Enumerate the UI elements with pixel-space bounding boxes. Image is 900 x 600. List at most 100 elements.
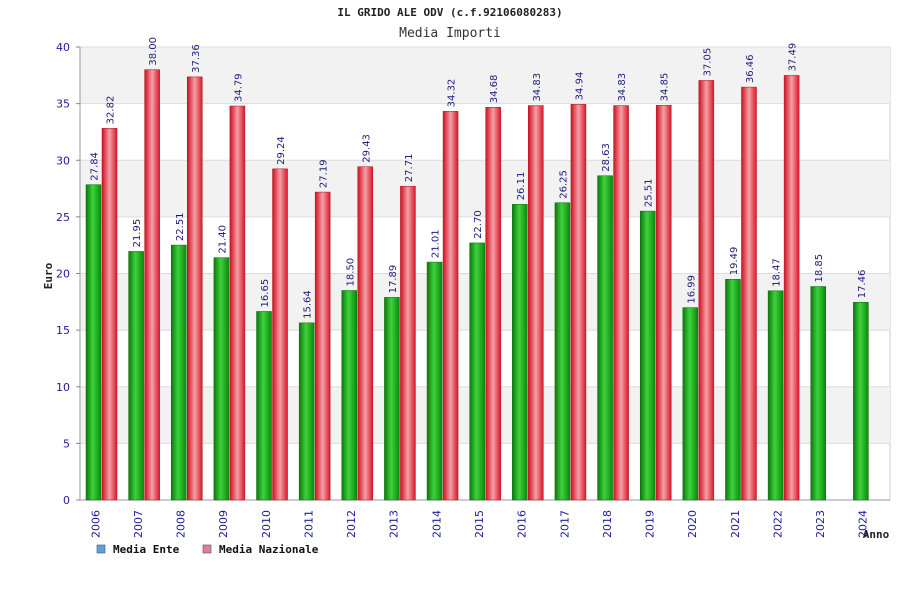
bar-media-ente <box>341 290 358 501</box>
data-label: 34.83 <box>532 73 543 102</box>
bar-media-nazionale <box>400 185 416 501</box>
x-tick-label: 2017 <box>558 510 571 538</box>
data-label: 34.83 <box>617 73 628 102</box>
x-tick-label: 2023 <box>814 510 827 538</box>
x-tick-label: 2021 <box>729 510 742 538</box>
y-tick-label: 25 <box>56 211 70 224</box>
data-label: 34.68 <box>489 75 500 104</box>
bar-media-nazionale <box>570 104 587 501</box>
x-axis-label: Anno <box>863 528 890 541</box>
bar-media-ente <box>554 202 571 501</box>
data-label: 21.01 <box>431 229 442 258</box>
legend-swatch-media-ente <box>96 544 106 554</box>
bar-media-nazionale <box>528 105 544 501</box>
bar-media-nazionale <box>698 80 715 501</box>
data-label: 34.32 <box>447 79 458 108</box>
bar-media-nazionale <box>485 106 501 501</box>
bar-media-ente <box>128 251 144 501</box>
bar-media-ente <box>426 261 443 501</box>
data-label: 36.46 <box>745 54 756 83</box>
bar-media-nazionale <box>272 168 288 501</box>
bar-media-ente <box>767 290 784 501</box>
data-label: 29.24 <box>276 136 287 165</box>
x-tick-label: 2019 <box>644 510 657 538</box>
bar-media-ente <box>384 297 400 501</box>
x-tick-label: 2022 <box>771 510 784 538</box>
data-label: 22.51 <box>175 212 186 241</box>
data-label: 34.94 <box>574 72 585 101</box>
data-label: 22.70 <box>473 210 484 239</box>
bar-media-ente <box>512 204 528 501</box>
bar-media-ente <box>469 242 485 501</box>
data-label: 26.11 <box>516 172 527 201</box>
y-tick-label: 0 <box>63 494 70 507</box>
bar-media-ente <box>298 322 315 501</box>
data-label: 18.50 <box>345 258 356 287</box>
bar-media-nazionale <box>655 105 672 501</box>
bar-media-ente <box>213 257 230 501</box>
bar-media-nazionale <box>101 128 118 501</box>
data-label: 21.95 <box>132 219 143 248</box>
bar-media-ente <box>725 279 741 501</box>
x-tick-label: 2011 <box>302 510 315 538</box>
data-label: 32.82 <box>106 96 117 125</box>
data-label: 37.36 <box>191 44 202 73</box>
data-label: 27.19 <box>319 159 330 188</box>
x-tick-label: 2009 <box>217 510 230 538</box>
x-tick-label: 2007 <box>132 510 145 538</box>
bar-media-nazionale <box>357 166 374 501</box>
bar-media-nazionale <box>229 105 246 501</box>
chart-subtitle: Media Importi <box>399 26 501 41</box>
data-label: 37.49 <box>788 43 799 72</box>
bar-media-ente <box>682 307 699 501</box>
y-axis-ticks: 0 5 10 15 20 25 30 35 40 <box>56 41 80 507</box>
x-tick-label: 2010 <box>260 510 273 538</box>
data-label: 18.85 <box>814 254 825 283</box>
x-tick-label: 2008 <box>175 510 188 538</box>
data-label: 19.49 <box>729 247 740 276</box>
x-tick-label: 2006 <box>89 510 102 538</box>
data-label: 25.51 <box>644 178 655 207</box>
bar-media-nazionale <box>783 75 800 501</box>
bar-media-nazionale <box>613 105 629 501</box>
data-label: 34.79 <box>233 73 244 102</box>
bar-media-nazionale <box>187 76 203 501</box>
x-tick-label: 2018 <box>601 510 614 538</box>
bar-media-ente <box>810 286 826 501</box>
bar-media-nazionale <box>144 69 160 501</box>
y-tick-label: 40 <box>56 41 70 54</box>
bar-media-ente <box>171 244 187 501</box>
x-tick-label: 2014 <box>430 510 443 538</box>
data-label: 38.00 <box>148 37 159 66</box>
y-tick-label: 15 <box>56 324 70 337</box>
data-label: 27.71 <box>404 154 415 183</box>
data-label: 29.43 <box>361 134 372 163</box>
legend-swatch-media-nazionale <box>202 544 212 554</box>
chart-title: IL GRIDO ALE ODV (c.f.92106080283) <box>337 6 562 19</box>
data-label: 37.05 <box>702 48 713 77</box>
legend-label-media-ente: Media Ente <box>113 543 180 556</box>
x-tick-label: 2024 <box>857 510 870 538</box>
legend: Media Ente Media Nazionale <box>96 543 319 556</box>
bar-media-nazionale <box>741 86 757 501</box>
bar-media-ente <box>639 210 656 501</box>
bar-series <box>85 69 869 501</box>
bar-media-ente <box>853 302 869 501</box>
data-label: 17.89 <box>388 265 399 294</box>
x-tick-label: 2016 <box>516 510 529 538</box>
x-tick-label: 2015 <box>473 510 486 538</box>
data-label: 15.64 <box>303 290 314 319</box>
legend-label-media-nazionale: Media Nazionale <box>219 543 319 556</box>
bar-media-ente <box>597 175 613 501</box>
data-label: 17.46 <box>857 270 868 299</box>
bar-media-nazionale <box>314 191 331 501</box>
x-tick-label: 2020 <box>686 510 699 538</box>
data-label: 21.40 <box>217 225 228 254</box>
data-label: 16.99 <box>686 275 697 304</box>
data-label: 18.47 <box>772 258 783 287</box>
y-tick-label: 20 <box>56 268 70 281</box>
data-label: 34.85 <box>660 73 671 102</box>
y-tick-label: 35 <box>56 98 70 111</box>
y-tick-label: 10 <box>56 381 70 394</box>
